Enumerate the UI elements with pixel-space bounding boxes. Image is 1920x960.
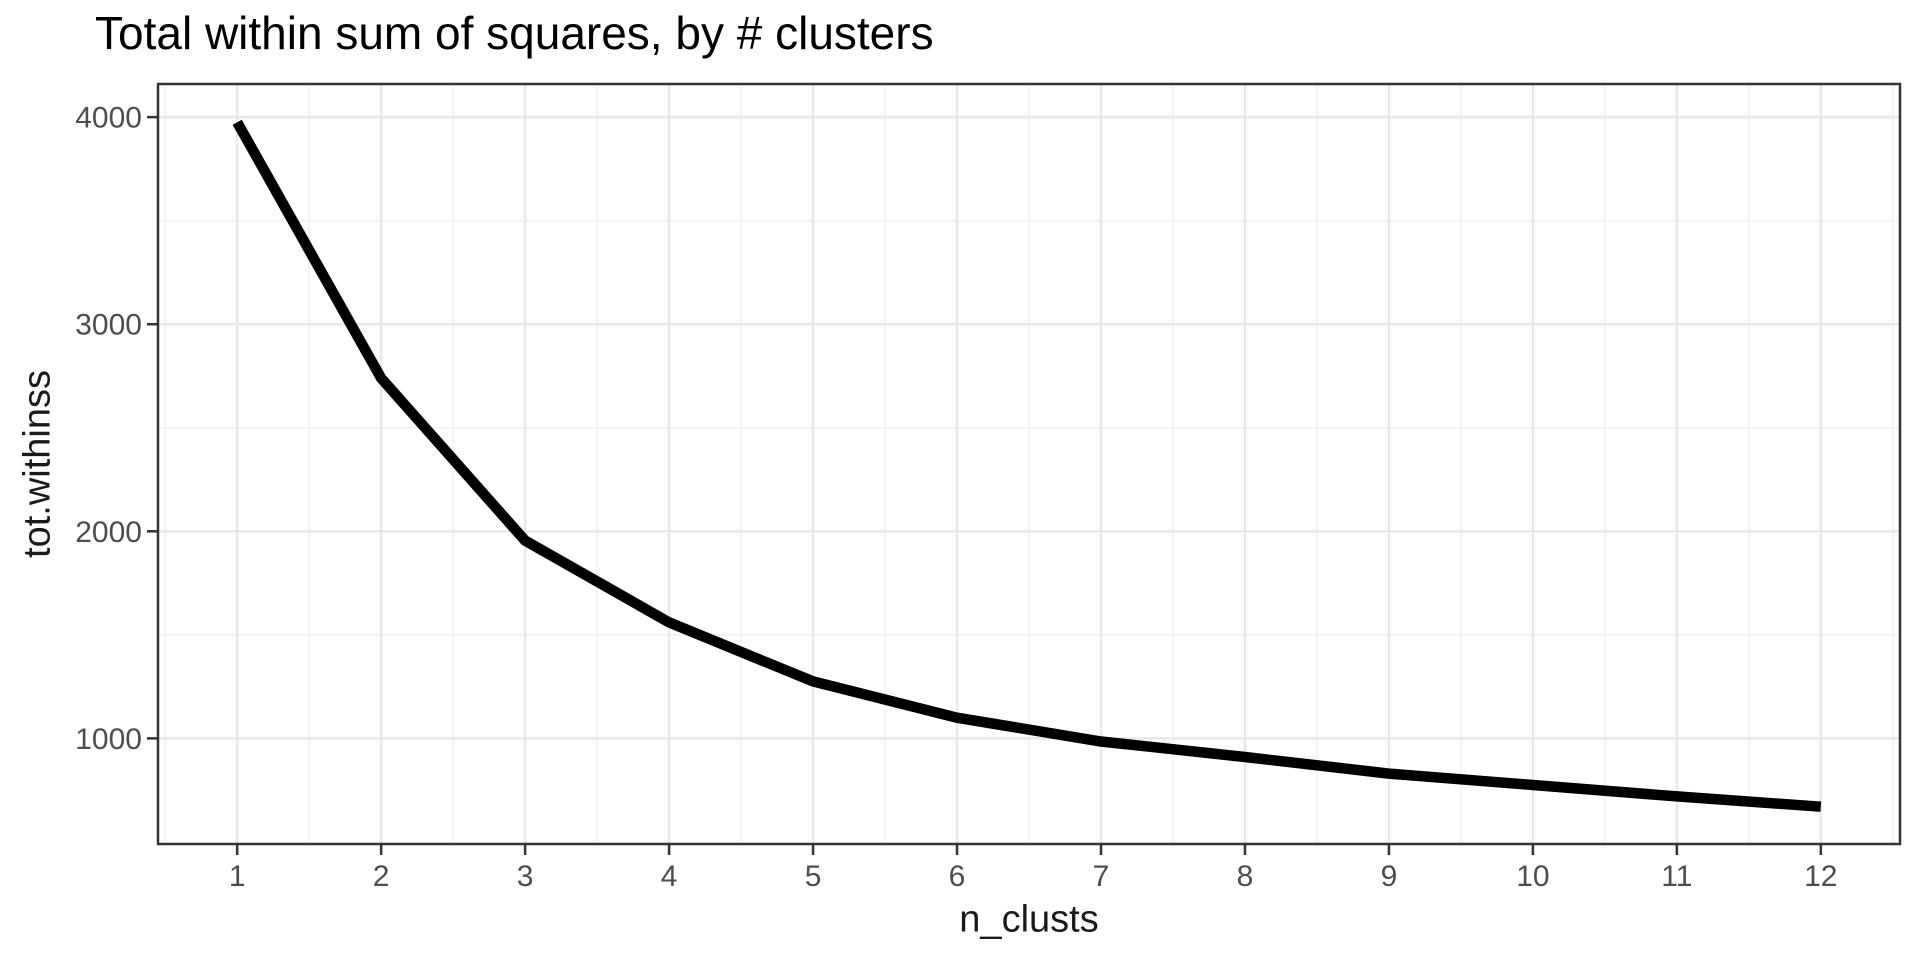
plot-title: Total within sum of squares, by # cluste… bbox=[95, 7, 934, 59]
x-tick-label: 12 bbox=[1804, 860, 1837, 893]
y-tick-label: 3000 bbox=[75, 309, 142, 342]
x-axis-title: n_clusts bbox=[959, 898, 1099, 941]
x-tick-label: 2 bbox=[373, 860, 390, 893]
x-tick-label: 1 bbox=[229, 860, 246, 893]
y-axis-title: tot.withinss bbox=[16, 370, 59, 558]
y-tick-label: 2000 bbox=[75, 516, 142, 549]
x-tick-label: 11 bbox=[1661, 860, 1692, 893]
x-tick-label: 3 bbox=[517, 860, 534, 893]
y-tick-label: 4000 bbox=[75, 102, 142, 135]
x-tick-label: 9 bbox=[1381, 860, 1398, 893]
x-tick-label: 4 bbox=[661, 860, 678, 893]
x-tick-label: 6 bbox=[949, 860, 966, 893]
x-tick-label: 5 bbox=[805, 860, 822, 893]
x-tick-label: 8 bbox=[1237, 860, 1254, 893]
x-tick-label: 10 bbox=[1516, 860, 1549, 893]
panel-border bbox=[156, 82, 1902, 846]
data-line bbox=[232, 119, 1822, 812]
x-tick-label: 7 bbox=[1093, 860, 1110, 893]
y-tick-label: 1000 bbox=[75, 723, 142, 756]
